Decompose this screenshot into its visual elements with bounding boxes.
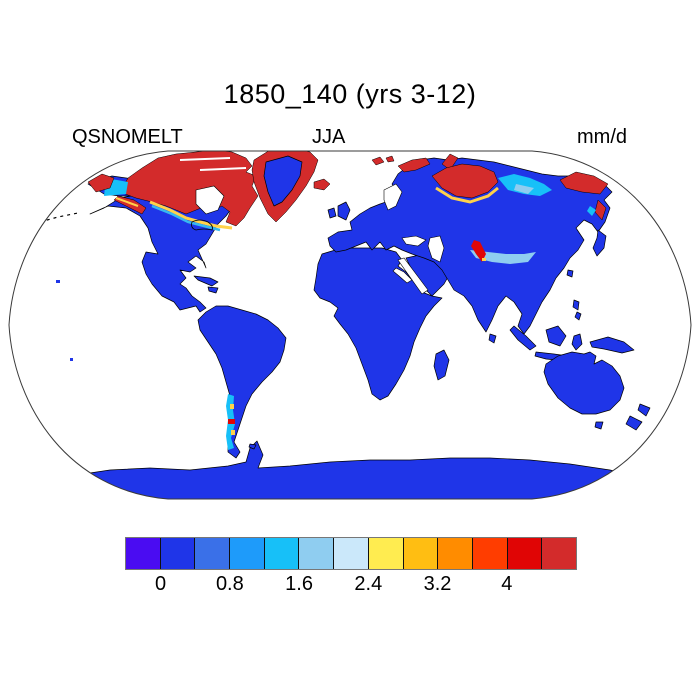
great-britain: [337, 201, 351, 221]
kamchatka-melt: [594, 199, 607, 221]
colorbar-segment: [334, 538, 369, 569]
svalbard: [371, 155, 395, 166]
chukotka-melt: [559, 171, 609, 195]
colorbar-segment: [299, 538, 335, 569]
baltic-sea: [383, 183, 403, 211]
pacific-island-speck: [70, 358, 73, 361]
ireland: [327, 207, 337, 219]
alaska-west-melt: [87, 173, 115, 193]
andes-yellow-spot: [230, 404, 234, 409]
arctic-channels: [179, 157, 247, 171]
hawaii-speck: [56, 280, 60, 283]
colorbar-segment: [542, 538, 576, 569]
sumatra: [509, 325, 537, 351]
colorbar-segment: [507, 538, 543, 569]
philippines: [572, 299, 582, 321]
colorbar-segment: [472, 538, 508, 569]
himalaya-red-streak: [471, 240, 486, 262]
colorbar-segment: [403, 538, 439, 569]
australia: [543, 351, 625, 415]
lake-balkhash: [392, 267, 413, 284]
kamchatka-cyan: [587, 206, 596, 216]
siberia-cyan-band: [498, 174, 552, 196]
greenland-interior: [263, 155, 303, 207]
projection-outline: [8, 150, 692, 500]
siberia-yellow-fringe: [435, 186, 499, 204]
iceland: [313, 178, 331, 191]
siberia-lightblue-band: [514, 184, 534, 194]
japan: [592, 229, 607, 257]
colorbar-segment: [160, 538, 196, 569]
new-zealand: [625, 403, 651, 431]
sri-lanka: [488, 333, 497, 344]
colorbar-segment: [195, 538, 231, 569]
africa: [313, 247, 443, 401]
caspian-sea: [427, 235, 445, 263]
hudson-bay: [195, 185, 225, 215]
plot-title: 1850_140 (yrs 3-12): [223, 79, 477, 109]
units-label: mm/d: [577, 126, 627, 148]
season-label: JJA: [312, 126, 346, 148]
new-guinea: [589, 336, 635, 354]
cuba: [193, 275, 219, 287]
borneo: [545, 325, 567, 347]
south-america: [197, 305, 287, 459]
colorbar-segment: [264, 538, 300, 569]
great-lakes: [191, 219, 213, 231]
canada-cyan-fringe: [151, 204, 221, 232]
andes-red-spot: [228, 419, 235, 424]
hispaniola: [207, 286, 219, 294]
colorbar: [125, 537, 577, 570]
red-sea: [397, 257, 429, 295]
tibet-lightblue: [470, 250, 536, 264]
taiwan: [566, 269, 574, 278]
sulawesi: [571, 333, 583, 351]
himalaya-yellow-spot: [482, 258, 486, 261]
canada-yellow-fringe: [149, 200, 233, 230]
madagascar: [433, 349, 450, 381]
alaska-yellow-fringe: [115, 197, 139, 207]
black-sea: [401, 235, 427, 247]
colorbar-segment: [126, 538, 161, 569]
variable-label: QSNOMELT: [72, 126, 183, 148]
scandinavia-north-melt: [397, 157, 431, 173]
taymyr-siberia-melt: [431, 163, 499, 199]
colorbar-segment: [368, 538, 404, 569]
colorbar-segment: [438, 538, 473, 569]
andes-yellow-spot2: [231, 430, 235, 435]
tasmania: [594, 421, 604, 430]
colorbar-segment: [230, 538, 265, 569]
falkland: [248, 443, 257, 450]
